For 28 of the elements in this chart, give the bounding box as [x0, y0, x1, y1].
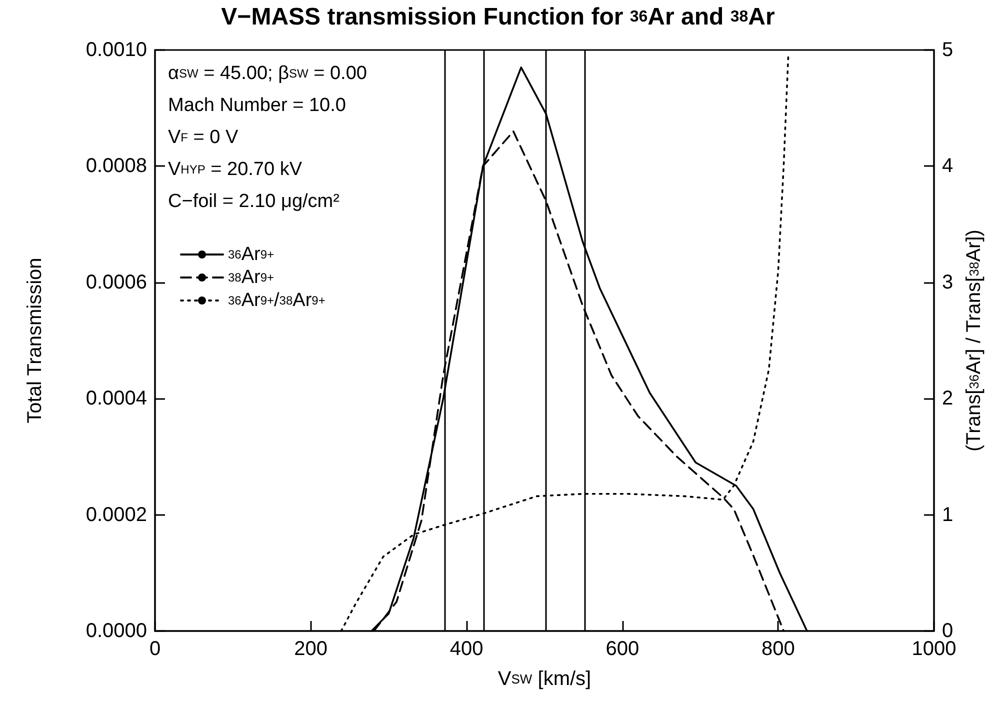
y-tick-label: 0.0004 [86, 388, 147, 410]
legend-label: 36Ar9+ [228, 244, 274, 265]
x-tick-label: 600 [606, 638, 640, 660]
annotation: αSW = 45.00; βSW = 0.00 [168, 63, 367, 84]
annotation: Mach Number = 10.0 [168, 95, 346, 116]
chart-title: V−MASS transmission Function for 36Ar and 38Ar [221, 4, 775, 30]
y2-tick-label: 3 [942, 271, 954, 294]
legend-label: 36Ar9+/38Ar9+ [228, 290, 326, 311]
x-tick-label: 200 [294, 638, 328, 660]
y2-tick-label: 1 [942, 504, 954, 526]
annotation: VF = 0 V [168, 127, 238, 148]
annotation: VHYP = 20.70 kV [168, 159, 302, 180]
x-axis-title: VSW [km/s] [498, 668, 592, 690]
y2-tick-label: 2 [942, 388, 954, 410]
x-tick-label: 400 [450, 638, 484, 660]
legend-label: 38Ar9+ [228, 267, 274, 288]
y-tick-label: 0.0006 [86, 271, 147, 294]
y2-axis-title: (Trans[36Ar] / Trans[38Ar]) [963, 230, 986, 452]
y-tick-label: 0.0008 [86, 155, 147, 178]
y-tick-label: 0.0010 [86, 39, 147, 61]
annotation: C−foil = 2.10 μg/cm² [168, 191, 340, 212]
y-tick-label: 0.0000 [86, 620, 147, 642]
x-tick-label: 800 [762, 638, 795, 660]
y-axis-title: Total Transmission [24, 258, 46, 424]
y2-tick-label: 5 [942, 39, 954, 61]
y-tick-label: 0.0002 [86, 504, 147, 526]
x-tick-label: 0 [149, 638, 161, 660]
y2-tick-label: 4 [942, 155, 954, 178]
